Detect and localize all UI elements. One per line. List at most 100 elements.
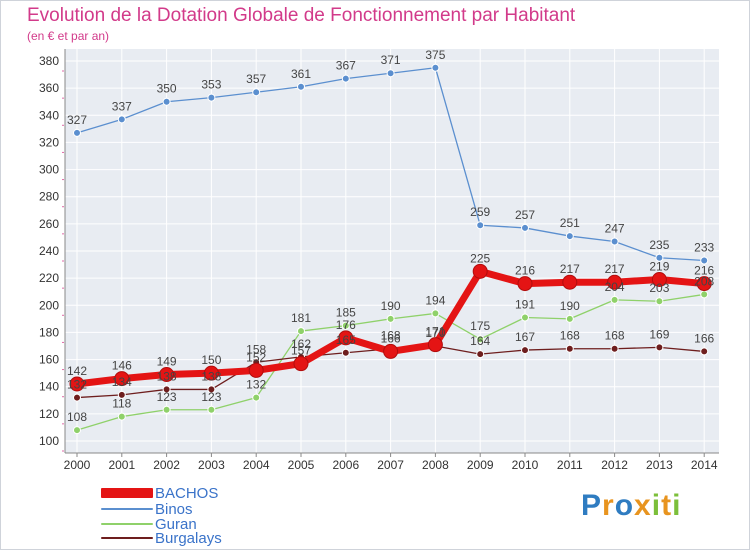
data-label-bachos: 142 — [67, 364, 87, 378]
data-label-burgalays: 170 — [425, 326, 445, 340]
y-tick-label: 180 — [39, 325, 59, 339]
x-tick-label: 2003 — [198, 458, 225, 472]
data-point-burgalays — [162, 385, 171, 394]
logo-letter: o — [614, 489, 635, 522]
data-point-guran — [73, 426, 81, 435]
data-label-binos: 350 — [157, 82, 177, 96]
data-label-guran: 175 — [470, 319, 490, 333]
data-point-guran — [386, 314, 395, 323]
x-tick-label: 2001 — [108, 458, 135, 472]
data-label-binos: 233 — [694, 241, 714, 255]
data-point-bachos — [114, 371, 130, 387]
data-point-guran — [700, 290, 709, 299]
data-point-binos — [297, 82, 305, 91]
data-point-guran — [297, 327, 305, 336]
data-label-binos: 247 — [605, 222, 625, 236]
x-tick-label: 2004 — [243, 458, 270, 472]
y-tick-label: 380 — [39, 54, 59, 68]
data-point-bachos — [607, 274, 623, 290]
data-label-bachos: 166 — [381, 331, 401, 345]
data-label-bachos: 216 — [515, 264, 535, 278]
data-label-bachos: 225 — [470, 251, 490, 265]
chart-title: Evolution de la Dotation Globale de Fonc… — [27, 5, 576, 26]
x-tick-label: 2007 — [377, 458, 404, 472]
x-tick-label: 2009 — [467, 458, 494, 472]
data-label-bachos: 152 — [246, 350, 266, 364]
data-label-bachos: 149 — [157, 355, 177, 369]
data-label-guran: 108 — [67, 410, 87, 424]
data-point-burgalays — [521, 346, 529, 355]
x-tick-label: 2002 — [153, 458, 180, 472]
data-label-binos: 337 — [112, 99, 132, 113]
data-point-guran — [655, 297, 664, 306]
x-tick-label: 2011 — [557, 458, 583, 472]
data-point-bachos — [293, 356, 309, 372]
y-tick-label: 160 — [39, 353, 59, 367]
data-point-burgalays — [207, 385, 216, 394]
data-point-bachos — [517, 276, 533, 292]
data-label-burgalays: 164 — [470, 334, 490, 348]
data-label-burgalays: 158 — [246, 342, 266, 356]
data-label-guran: 185 — [336, 306, 356, 320]
data-point-binos — [476, 221, 485, 230]
data-point-binos — [431, 63, 440, 72]
data-point-burgalays — [341, 348, 350, 357]
y-tick-label: 200 — [39, 298, 59, 312]
data-label-guran: 181 — [291, 311, 311, 325]
data-point-burgalays — [655, 343, 664, 352]
data-label-burgalays: 134 — [112, 375, 132, 389]
legend-swatch-burgalays — [101, 537, 153, 539]
data-label-burgalays: 168 — [560, 329, 580, 343]
data-point-guran — [207, 405, 216, 414]
data-label-burgalays: 165 — [336, 333, 356, 347]
logo-letter: i — [651, 489, 662, 522]
data-point-binos — [521, 223, 529, 232]
data-point-guran — [117, 412, 126, 421]
data-label-binos: 361 — [291, 67, 311, 81]
data-label-burgalays: 138 — [157, 369, 177, 383]
y-tick-label: 300 — [39, 163, 59, 177]
data-label-binos: 251 — [560, 216, 580, 230]
data-label-binos: 257 — [515, 208, 535, 222]
y-tick-label: 320 — [39, 135, 59, 149]
data-label-bachos: 216 — [694, 264, 714, 278]
logo-letter: P — [581, 489, 603, 522]
data-point-bachos — [159, 367, 175, 382]
y-tick-label: 340 — [39, 108, 59, 122]
data-label-guran: 191 — [515, 298, 535, 312]
data-label-binos: 259 — [470, 205, 490, 219]
legend-item-burgalays: Burgalays — [101, 530, 222, 547]
data-point-guran — [565, 314, 574, 323]
data-point-burgalays — [565, 344, 574, 353]
legend-item-binos: Binos — [101, 501, 193, 518]
data-label-burgalays: 168 — [381, 329, 401, 343]
data-point-bachos — [427, 337, 443, 353]
data-label-guran: 132 — [246, 378, 266, 392]
data-point-burgalays — [610, 344, 619, 353]
data-point-bachos — [383, 343, 399, 359]
y-tick-label: 280 — [39, 190, 59, 204]
data-point-guran — [476, 335, 485, 344]
legend-swatch-guran — [101, 523, 153, 525]
data-point-burgalays — [700, 347, 709, 356]
data-label-burgalays: 132 — [67, 378, 87, 392]
logo-letter: r — [602, 489, 615, 522]
data-point-guran — [162, 405, 171, 414]
data-label-bachos: 157 — [291, 344, 311, 358]
data-label-guran: 123 — [201, 390, 221, 404]
data-label-burgalays: 168 — [605, 329, 625, 343]
data-point-bachos — [69, 376, 85, 392]
data-label-bachos: 217 — [560, 262, 580, 276]
y-tick-label: 240 — [39, 244, 59, 258]
y-tick-label: 120 — [39, 407, 59, 421]
y-tick-label: 360 — [39, 81, 59, 95]
data-point-binos — [700, 256, 709, 265]
data-label-binos: 357 — [246, 72, 266, 86]
legend-label-bachos: BACHOS — [155, 484, 219, 502]
data-point-binos — [207, 93, 216, 102]
data-label-bachos: 219 — [649, 260, 669, 274]
legend-swatch-binos — [101, 508, 153, 510]
data-label-bachos: 217 — [605, 262, 625, 276]
data-label-bachos: 146 — [112, 359, 132, 373]
legend-label-guran: Guran — [155, 515, 197, 533]
